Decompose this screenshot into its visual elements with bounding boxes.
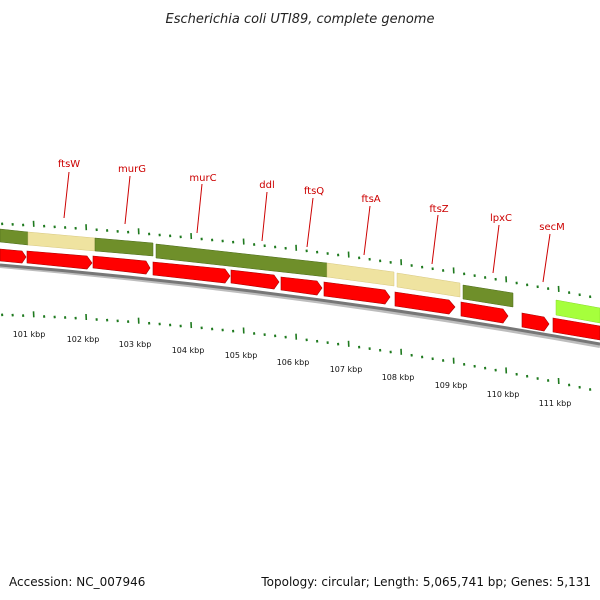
kbp-labels: 101 kbp 102 kbp 103 kbp 104 kbp 105 kbp … xyxy=(13,330,572,408)
gene-label: ftsW xyxy=(58,159,80,170)
feature-olive xyxy=(94,237,154,257)
kbp-label: 104 kbp xyxy=(172,346,205,355)
feature-khaki xyxy=(396,272,461,298)
kbp-label: 108 kbp xyxy=(382,373,415,382)
gene-labels: ftsW murG murC ddl ftsQ ftsA ftsZ lpxC s… xyxy=(58,159,565,233)
kbp-label: 109 kbp xyxy=(435,381,468,390)
leader-line xyxy=(542,233,551,283)
kbp-label: 103 kbp xyxy=(119,340,152,349)
feature-olive xyxy=(0,228,29,246)
leader-line xyxy=(261,191,268,242)
kbp-label: 101 kbp xyxy=(13,330,46,339)
feature-track xyxy=(0,228,600,324)
leader-line xyxy=(124,175,131,225)
cds-arrow xyxy=(92,255,151,275)
feature-olive xyxy=(462,284,514,308)
lower-tick-ring xyxy=(1,311,592,391)
cds-arrow xyxy=(552,317,600,341)
leader-line xyxy=(306,197,314,248)
gene-label: ftsZ xyxy=(429,204,448,215)
feature-khaki xyxy=(326,262,395,287)
gene-leaders xyxy=(63,171,551,283)
accession-text: Accession: NC_007946 xyxy=(9,575,146,589)
kbp-label: 107 kbp xyxy=(330,365,363,374)
upper-tick-ring xyxy=(1,220,592,299)
cds-arrow xyxy=(521,312,550,332)
leader-line xyxy=(363,205,371,256)
cds-arrow xyxy=(394,291,456,315)
genome-backbone xyxy=(0,263,600,346)
cds-arrow xyxy=(26,250,93,270)
cds-arrow xyxy=(230,269,280,290)
leader-line xyxy=(492,224,500,274)
topology-text: Topology: circular; Length: 5,065,741 bp… xyxy=(261,575,591,589)
feature-khaki xyxy=(27,231,96,252)
leader-line xyxy=(431,214,439,265)
leader-line xyxy=(63,171,70,219)
gene-label: murC xyxy=(189,173,216,184)
map-title: Escherichia coli UTI89, complete genome xyxy=(166,12,435,27)
kbp-label: 111 kbp xyxy=(539,399,572,408)
kbp-label: 110 kbp xyxy=(487,390,520,399)
cds-arrow xyxy=(0,248,27,264)
cds-track xyxy=(0,248,600,341)
gene-label: ddl xyxy=(259,180,274,191)
gene-label: ftsQ xyxy=(304,186,324,197)
cds-arrow xyxy=(280,276,323,296)
gene-label: ftsA xyxy=(361,194,380,205)
cds-arrow xyxy=(152,261,231,284)
cds-arrow xyxy=(460,301,509,324)
feature-lime xyxy=(555,299,600,324)
gene-label: murG xyxy=(118,164,146,175)
gene-label: lpxC xyxy=(490,213,512,224)
cds-arrow xyxy=(323,281,391,305)
kbp-label: 106 kbp xyxy=(277,358,310,367)
leader-line xyxy=(196,183,203,234)
kbp-label: 102 kbp xyxy=(67,335,100,344)
gene-label: secM xyxy=(539,222,565,233)
kbp-label: 105 kbp xyxy=(225,351,258,360)
